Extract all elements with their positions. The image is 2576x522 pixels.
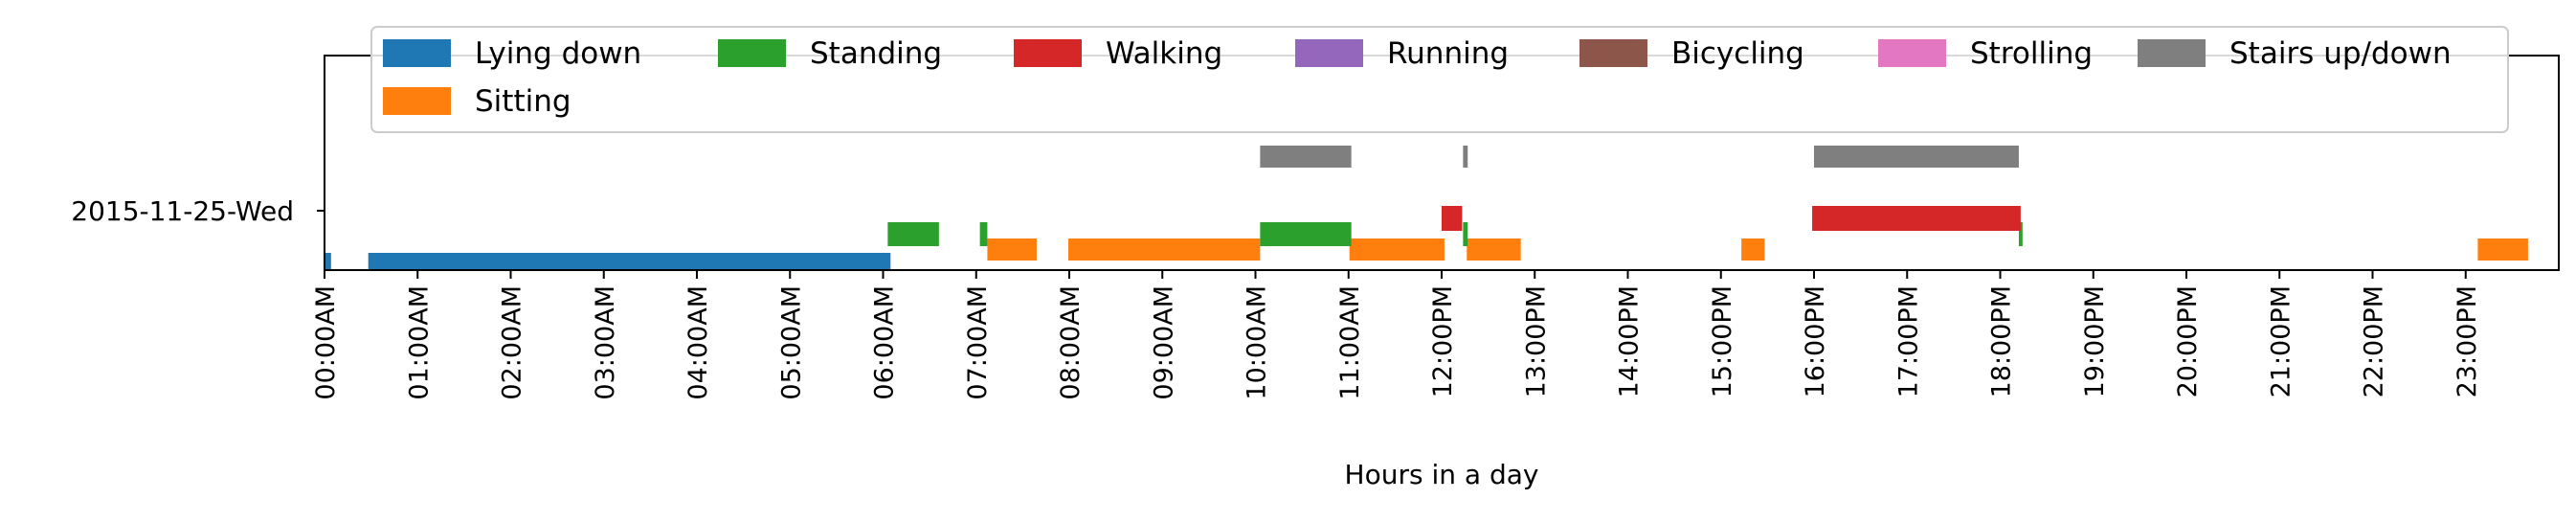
bars-layer xyxy=(325,146,2528,270)
x-tick-label: 15:00PM xyxy=(1708,285,1737,397)
legend-swatch-sitting xyxy=(383,87,451,115)
ticks-layer: 00:00AM 01:00AM 02:00AM 03:00AM 04:00AM 05:00… xyxy=(311,270,2482,400)
legend-swatch-running xyxy=(1295,39,1363,67)
bar-sitting xyxy=(1741,238,1765,261)
x-tick-label: 10:00AM xyxy=(1243,285,1272,400)
legend-label-standing: Standing xyxy=(810,36,942,71)
x-tick-label: 14:00PM xyxy=(1615,285,1645,397)
legend-label-sitting: Sitting xyxy=(475,84,571,119)
bar-standing xyxy=(979,222,988,246)
bar-standing xyxy=(2018,222,2023,246)
legend-swatch-stairs-up-down xyxy=(2138,39,2206,67)
bar-sitting xyxy=(987,238,1037,261)
x-tick-label: 18:00PM xyxy=(1987,285,2017,397)
x-tick-label: 02:00AM xyxy=(498,285,527,400)
x-tick-label: 17:00PM xyxy=(1893,285,1923,397)
x-tick-label: 05:00AM xyxy=(776,285,806,400)
legend-box xyxy=(370,26,2509,133)
legend-label-walking: Walking xyxy=(1106,36,1222,71)
legend-label-running: Running xyxy=(1387,36,1509,71)
bar-stairs-up-down xyxy=(1463,146,1468,168)
bar-sitting xyxy=(1467,238,1521,261)
x-tick-label: 09:00AM xyxy=(1149,285,1178,400)
x-tick-label: 07:00AM xyxy=(963,285,993,400)
day-label: 2015-11-25-Wed xyxy=(71,195,294,227)
legend-swatch-standing xyxy=(718,39,786,67)
legend-label-lying-down: Lying down xyxy=(475,36,641,71)
x-tick-label: 23:00PM xyxy=(2453,285,2482,397)
x-axis-label: Hours in a day xyxy=(1345,459,1539,490)
bar-lying-down xyxy=(368,253,891,270)
bar-sitting xyxy=(1068,238,1261,261)
legend-swatch-lying-down xyxy=(383,39,451,67)
x-tick-label: 11:00AM xyxy=(1335,285,1365,400)
legend-swatch-bicycling xyxy=(1579,39,1647,67)
bar-standing xyxy=(1463,222,1468,246)
bar-lying-down xyxy=(325,253,331,270)
x-tick-label: 06:00AM xyxy=(870,285,900,400)
bar-standing xyxy=(887,222,939,246)
x-tick-label: 03:00AM xyxy=(591,285,620,400)
legend-swatch-walking xyxy=(1014,39,1082,67)
bar-stairs-up-down xyxy=(1814,146,2019,168)
x-tick-label: 12:00PM xyxy=(1428,285,1458,397)
legend-label-bicycling: Bicycling xyxy=(1671,36,1804,71)
legend: Lying down Standing Walking Running Bicyclin… xyxy=(370,26,2509,133)
x-tick-label: 19:00PM xyxy=(2080,285,2110,397)
x-tick-label: 08:00AM xyxy=(1056,285,1086,400)
x-tick-label: 22:00PM xyxy=(2360,285,2389,397)
x-tick-label: 20:00PM xyxy=(2173,285,2203,397)
legend-items: Lying down Standing Walking Running Bicyclin… xyxy=(383,36,2452,119)
x-tick-label: 00:00AM xyxy=(311,285,341,400)
bar-stairs-up-down xyxy=(1260,146,1352,168)
x-tick-label: 04:00AM xyxy=(683,285,713,400)
x-tick-label: 01:00AM xyxy=(404,285,434,400)
x-tick-label: 16:00PM xyxy=(1801,285,1830,397)
bar-walking xyxy=(1442,206,1463,231)
x-tick-label: 21:00PM xyxy=(2266,285,2296,397)
legend-swatch-strolling xyxy=(1878,39,1946,67)
bar-standing xyxy=(1260,222,1352,246)
x-tick-label: 13:00PM xyxy=(1521,285,1551,397)
bar-walking xyxy=(1812,206,2021,231)
legend-label-strolling: Strolling xyxy=(1970,36,2093,71)
bar-sitting xyxy=(2477,238,2528,261)
bar-sitting xyxy=(1349,238,1445,261)
legend-label-stairs-up-down: Stairs up/down xyxy=(2229,36,2452,71)
